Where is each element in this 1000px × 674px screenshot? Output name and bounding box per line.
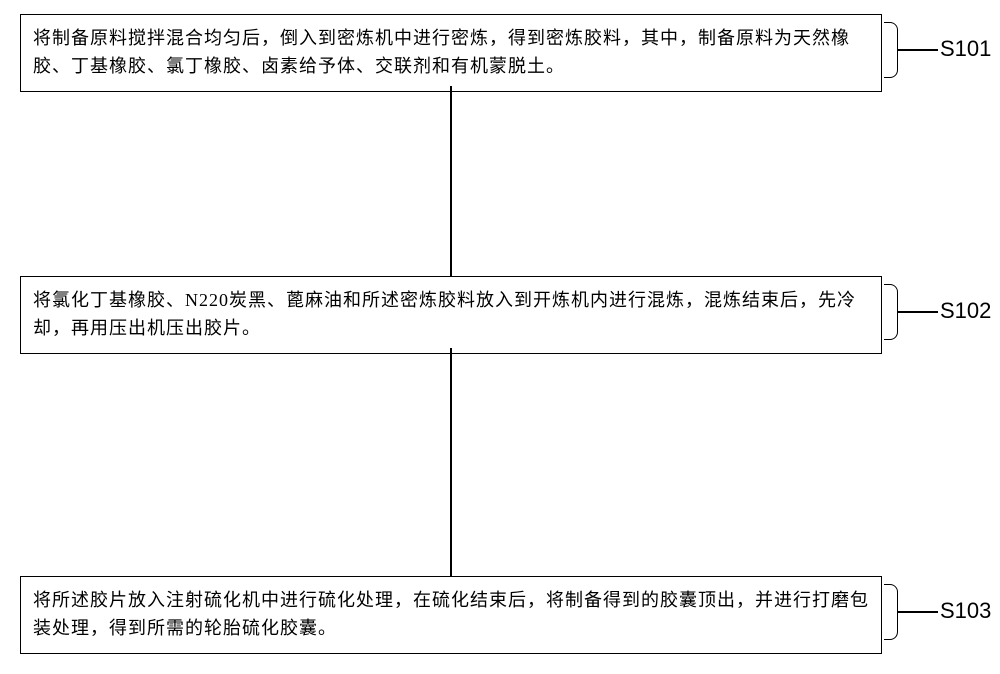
step-box-s103: 将所述胶片放入注射硫化机中进行硫化处理，在硫化结束后，将制备得到的胶囊顶出，并进… [20, 576, 882, 654]
bracket-s102 [884, 284, 898, 340]
bracket-s101 [884, 22, 898, 78]
step-label-s102: S102 [940, 298, 991, 324]
connector-line-1 [450, 86, 452, 276]
step-box-s102: 将氯化丁基橡胶、N220炭黑、蓖麻油和所述密炼胶料放入到开炼机内进行混炼，混炼结… [20, 276, 882, 354]
flowchart-container: 将制备原料搅拌混合均匀后，倒入到密炼机中进行密炼，得到密炼胶料，其中，制备原料为… [0, 0, 1000, 674]
step-text-s103: 将所述胶片放入注射硫化机中进行硫化处理，在硫化结束后，将制备得到的胶囊顶出，并进… [33, 590, 869, 638]
step-label-s101: S101 [940, 36, 991, 62]
bracket-s103 [884, 584, 898, 640]
step-text-s102: 将氯化丁基橡胶、N220炭黑、蓖麻油和所述密炼胶料放入到开炼机内进行混炼，混炼结… [33, 290, 856, 338]
connector-line-2 [450, 348, 452, 576]
step-box-s101: 将制备原料搅拌混合均匀后，倒入到密炼机中进行密炼，得到密炼胶料，其中，制备原料为… [20, 14, 882, 92]
step-label-s103: S103 [940, 598, 991, 624]
step-text-s101: 将制备原料搅拌混合均匀后，倒入到密炼机中进行密炼，得到密炼胶料，其中，制备原料为… [33, 28, 850, 76]
